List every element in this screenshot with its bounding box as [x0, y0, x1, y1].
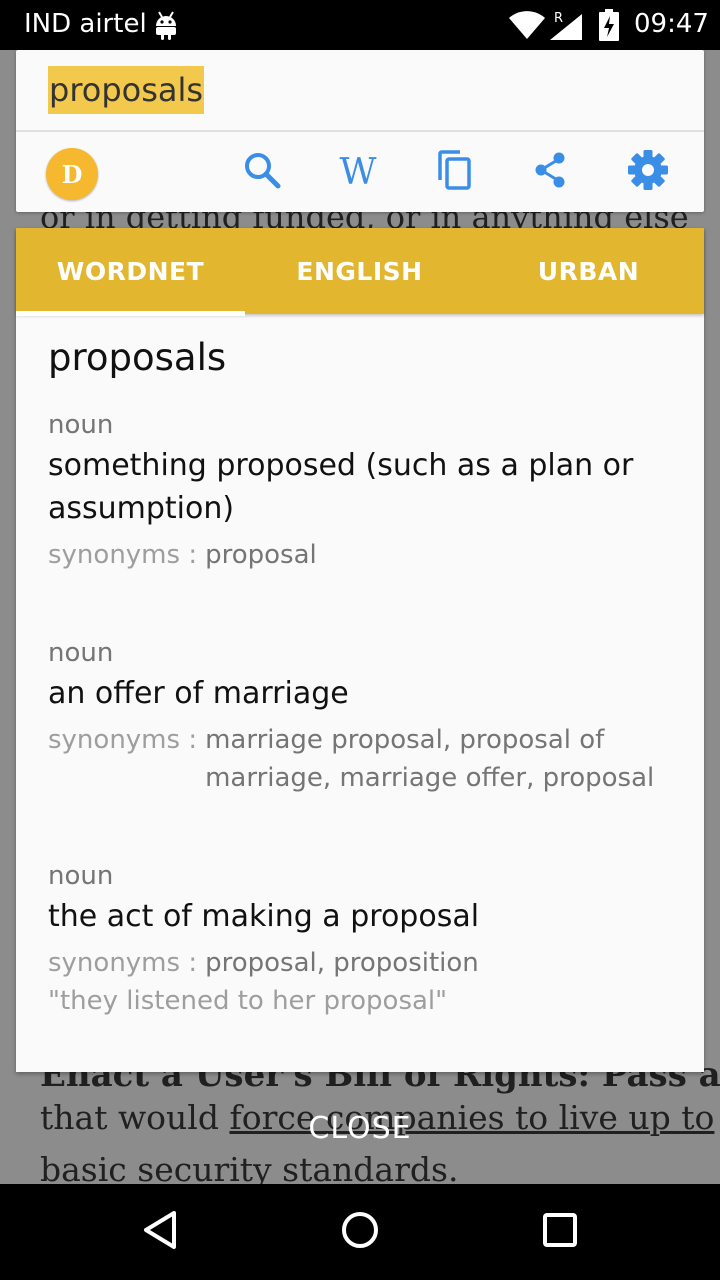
entry-word: proposals — [48, 336, 227, 379]
tab-english[interactable]: ENGLISH — [296, 256, 423, 286]
carrier-name: IND airtel — [24, 9, 147, 39]
synonyms-list[interactable]: marriage proposal, proposal of marriage,… — [205, 725, 655, 793]
definition: something proposed (such as a plan or as… — [48, 448, 634, 526]
navigation-bar — [0, 1184, 720, 1280]
home-button[interactable] — [334, 1206, 386, 1258]
sense-item: noun an offer of marriage synonyms : mar… — [48, 638, 678, 797]
article-text-line: basic security standards. — [40, 1150, 459, 1184]
clock: 09:47 — [634, 9, 709, 39]
search-icon — [242, 150, 282, 194]
usage-example: "they listened to her proposal" — [48, 986, 448, 1016]
tab-urban[interactable]: URBAN — [537, 256, 640, 286]
part-of-speech: noun — [48, 410, 114, 440]
app-logo-letter: D — [61, 159, 83, 189]
home-icon — [340, 1210, 380, 1254]
article-link[interactable]: force companies to live up to — [229, 1098, 715, 1137]
synonyms-label: synonyms : — [48, 540, 198, 570]
wikipedia-button[interactable]: W — [330, 146, 386, 198]
sense-item: noun something proposed (such as a plan … — [48, 410, 678, 574]
article-text: that would — [40, 1098, 230, 1137]
share-button[interactable] — [522, 146, 578, 198]
settings-button[interactable] — [620, 146, 676, 198]
status-bar: IND airtel R 09:47 — [0, 0, 720, 50]
synonyms-row: synonyms : proposal, proposition — [48, 944, 678, 982]
back-icon — [140, 1209, 180, 1255]
part-of-speech: noun — [48, 638, 114, 668]
tab-wordnet[interactable]: WORDNET — [16, 228, 245, 316]
part-of-speech: noun — [48, 861, 114, 891]
tab-bar: WORDNET ENGLISH URBAN — [16, 228, 704, 316]
definition: the act of making a proposal — [48, 899, 480, 934]
dictionary-panel: WORDNET ENGLISH URBAN proposals noun som… — [16, 228, 704, 1072]
recents-icon — [542, 1212, 578, 1252]
search-query[interactable]: proposals — [48, 66, 205, 114]
synonyms-label: synonyms : — [48, 725, 198, 755]
wifi-icon — [508, 10, 546, 40]
search-button[interactable] — [234, 146, 290, 198]
search-card: proposals D W — [16, 50, 704, 212]
share-icon — [532, 151, 568, 193]
definition: an offer of marriage — [48, 676, 349, 711]
synonyms-row: synonyms : proposal — [48, 536, 678, 574]
copy-button[interactable] — [426, 146, 482, 198]
synonyms-list[interactable]: proposal, proposition — [205, 948, 479, 978]
copy-icon — [436, 150, 472, 194]
signal-icon: R — [548, 8, 584, 42]
close-button[interactable]: CLOSE — [308, 1110, 412, 1146]
sense-item: noun the act of making a proposal synony… — [48, 861, 678, 1020]
app-logo[interactable]: D — [46, 148, 98, 200]
article-text-line: that would force companies to live up to — [40, 1098, 714, 1137]
divider — [16, 130, 704, 132]
back-button[interactable] — [134, 1206, 186, 1258]
battery-charging-icon — [598, 8, 620, 42]
synonyms-list[interactable]: proposal — [205, 540, 317, 570]
synonyms-row: synonyms : marriage proposal, proposal o… — [48, 721, 678, 797]
roaming-indicator: R — [554, 11, 563, 26]
android-icon — [153, 10, 179, 40]
settings-icon — [627, 149, 669, 195]
synonyms-label: synonyms : — [48, 948, 198, 978]
recents-button[interactable] — [534, 1206, 586, 1258]
wikipedia-icon: W — [339, 151, 377, 193]
